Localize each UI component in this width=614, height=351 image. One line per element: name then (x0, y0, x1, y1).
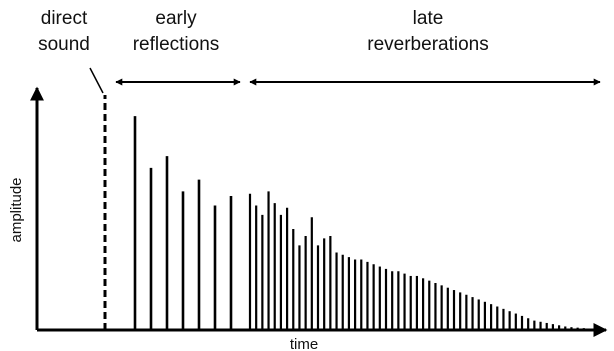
late-reverberations-label-line1: late (413, 8, 444, 29)
impulse-group (133, 116, 592, 330)
direct-sound-label-line2: sound (38, 34, 90, 55)
late-reverberations-label-line2: reverberations (367, 34, 488, 55)
x-axis-label: time (290, 336, 318, 351)
direct-sound-pointer (89, 67, 104, 94)
y-axis-label: amplitude (8, 177, 25, 242)
early-reflections-label-line2: reflections (133, 34, 220, 55)
direct-sound-label-line1: direct (41, 8, 88, 29)
early-reflections-label-line1: early (155, 8, 197, 29)
